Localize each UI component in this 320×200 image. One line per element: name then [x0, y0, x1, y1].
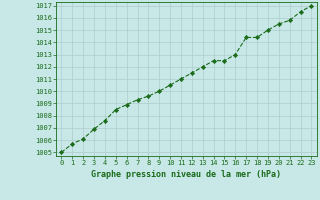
X-axis label: Graphe pression niveau de la mer (hPa): Graphe pression niveau de la mer (hPa)	[92, 170, 281, 179]
